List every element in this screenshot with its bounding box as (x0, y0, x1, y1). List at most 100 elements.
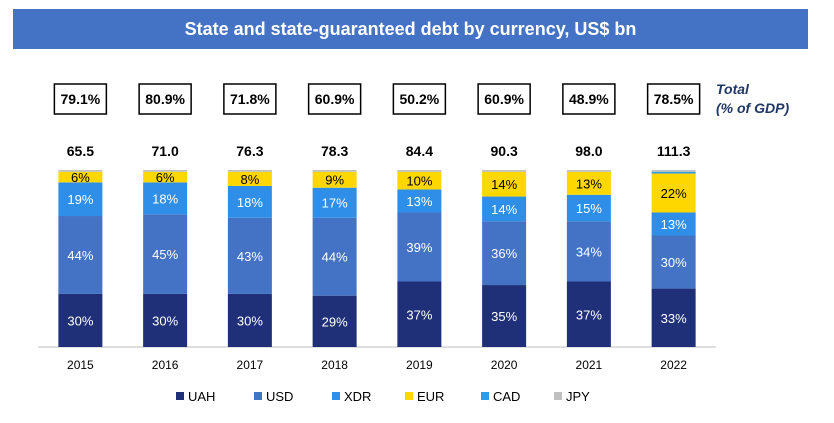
total-label: 78.3 (321, 143, 348, 159)
total-label: 84.4 (406, 143, 433, 159)
bar-segment-jpy (58, 170, 103, 172)
bar-segment-usd (312, 217, 357, 296)
bar-segment-usd (566, 221, 611, 282)
bar-data-label: 13% (661, 217, 687, 232)
bar-segment-uah (227, 293, 272, 347)
legend-label-usd: USD (266, 389, 293, 404)
bar-segment-usd (397, 212, 442, 282)
legend-swatch-usd (254, 392, 262, 400)
bar-data-label: 22% (661, 186, 687, 201)
total-label: 98.0 (575, 143, 602, 159)
bar-segment-uah (143, 293, 188, 347)
bar-data-label: 18% (237, 195, 263, 210)
bar-data-label: 30% (661, 255, 687, 270)
gdp-share-box (646, 83, 701, 115)
bar-data-label: 19% (67, 192, 93, 207)
total-label: 65.5 (67, 143, 94, 159)
bar-segment-jpy (227, 170, 272, 172)
bar-segment-xdr (651, 212, 696, 236)
total-label: 76.3 (236, 143, 263, 159)
bar-segment-uah (58, 293, 103, 347)
x-tick-label: 2022 (660, 358, 687, 372)
bar-data-label: 15% (576, 201, 602, 216)
bar-data-label: 30% (67, 313, 93, 328)
bar-segment-cad (651, 171, 696, 174)
bar-segment-xdr (312, 187, 357, 218)
bar-data-label: 43% (237, 249, 263, 264)
bar-data-label: 6% (71, 170, 90, 185)
bar-data-label: 44% (322, 250, 348, 265)
gdp-share-box (477, 83, 531, 115)
gdp-share-label-line1: Total (716, 81, 749, 97)
bar-segment-usd (227, 217, 272, 294)
bar-segment-eur (397, 171, 442, 190)
bar-segment-uah (566, 281, 611, 347)
bar-segment-xdr (143, 182, 188, 215)
chart-title: State and state-guaranteed debt by curre… (13, 9, 808, 49)
bar-data-label: 13% (406, 194, 432, 209)
bar-segment-uah (312, 295, 357, 347)
gdp-share-value: 48.9% (569, 91, 609, 107)
gdp-share-box (562, 83, 616, 115)
bar-segment-eur (143, 171, 188, 183)
total-label: 111.3 (657, 143, 691, 159)
x-tick-label: 2019 (406, 358, 433, 372)
bar-data-label: 37% (576, 307, 602, 322)
bar-segment-eur (482, 171, 527, 197)
bar-data-label: 30% (152, 313, 178, 328)
x-tick-label: 2016 (152, 358, 179, 372)
legend-swatch-jpy (554, 392, 562, 400)
legend-label-cad: CAD (493, 389, 520, 404)
bar-segment-eur (566, 171, 611, 195)
total-label: 71.0 (152, 143, 179, 159)
bar-segment-xdr (227, 185, 272, 218)
x-tick-label: 2021 (576, 358, 603, 372)
bar-segment-xdr (58, 182, 103, 217)
bar-segment-jpy (482, 170, 527, 172)
bar-segment-jpy (566, 170, 611, 172)
bar-data-label: 30% (237, 313, 263, 328)
bar-data-label: 17% (322, 196, 348, 211)
gdp-share-value: 50.2% (400, 91, 440, 107)
bar-data-label: 33% (661, 311, 687, 326)
gdp-share-box (392, 83, 447, 115)
bar-segment-jpy (397, 170, 442, 172)
bar-segment-usd (58, 216, 103, 294)
gdp-share-value: 79.1% (61, 91, 101, 107)
bar-segment-uah (651, 288, 696, 347)
bar-data-label: 29% (322, 314, 348, 329)
gdp-share-box (138, 83, 192, 115)
legend-swatch-cad (481, 392, 489, 400)
bar-data-label: 34% (576, 244, 602, 259)
bar-data-label: 13% (576, 176, 602, 191)
bar-data-label: 44% (67, 248, 93, 263)
gdp-share-value: 78.5% (654, 91, 694, 107)
legend-swatch-xdr (332, 392, 340, 400)
bar-segment-usd (482, 221, 527, 286)
bar-data-label: 8% (240, 172, 259, 187)
bar-segment-xdr (566, 194, 611, 222)
bar-data-label: 18% (152, 191, 178, 206)
legend-swatch-uah (176, 392, 184, 400)
bar-data-label: 14% (491, 202, 517, 217)
legend-label-eur: EUR (417, 389, 444, 404)
gdp-share-box (53, 83, 108, 115)
x-tick-label: 2017 (237, 358, 264, 372)
gdp-share-box (223, 83, 277, 115)
total-label: 90.3 (491, 143, 518, 159)
gdp-share-label: Total (% of GDP) (716, 80, 826, 118)
gdp-share-value: 60.9% (484, 91, 524, 107)
gdp-share-value: 80.9% (145, 91, 185, 107)
bar-segment-usd (651, 235, 696, 289)
bar-segment-eur (651, 173, 696, 213)
bar-data-label: 37% (406, 307, 432, 322)
bar-segment-usd (143, 214, 188, 294)
x-tick-label: 2018 (321, 358, 348, 372)
bar-data-label: 45% (152, 247, 178, 262)
bar-segment-eur (227, 171, 272, 186)
bar-segment-uah (482, 285, 527, 347)
bar-segment-uah (397, 281, 442, 347)
legend-swatch-eur (405, 392, 413, 400)
bar-data-label: 14% (491, 177, 517, 192)
